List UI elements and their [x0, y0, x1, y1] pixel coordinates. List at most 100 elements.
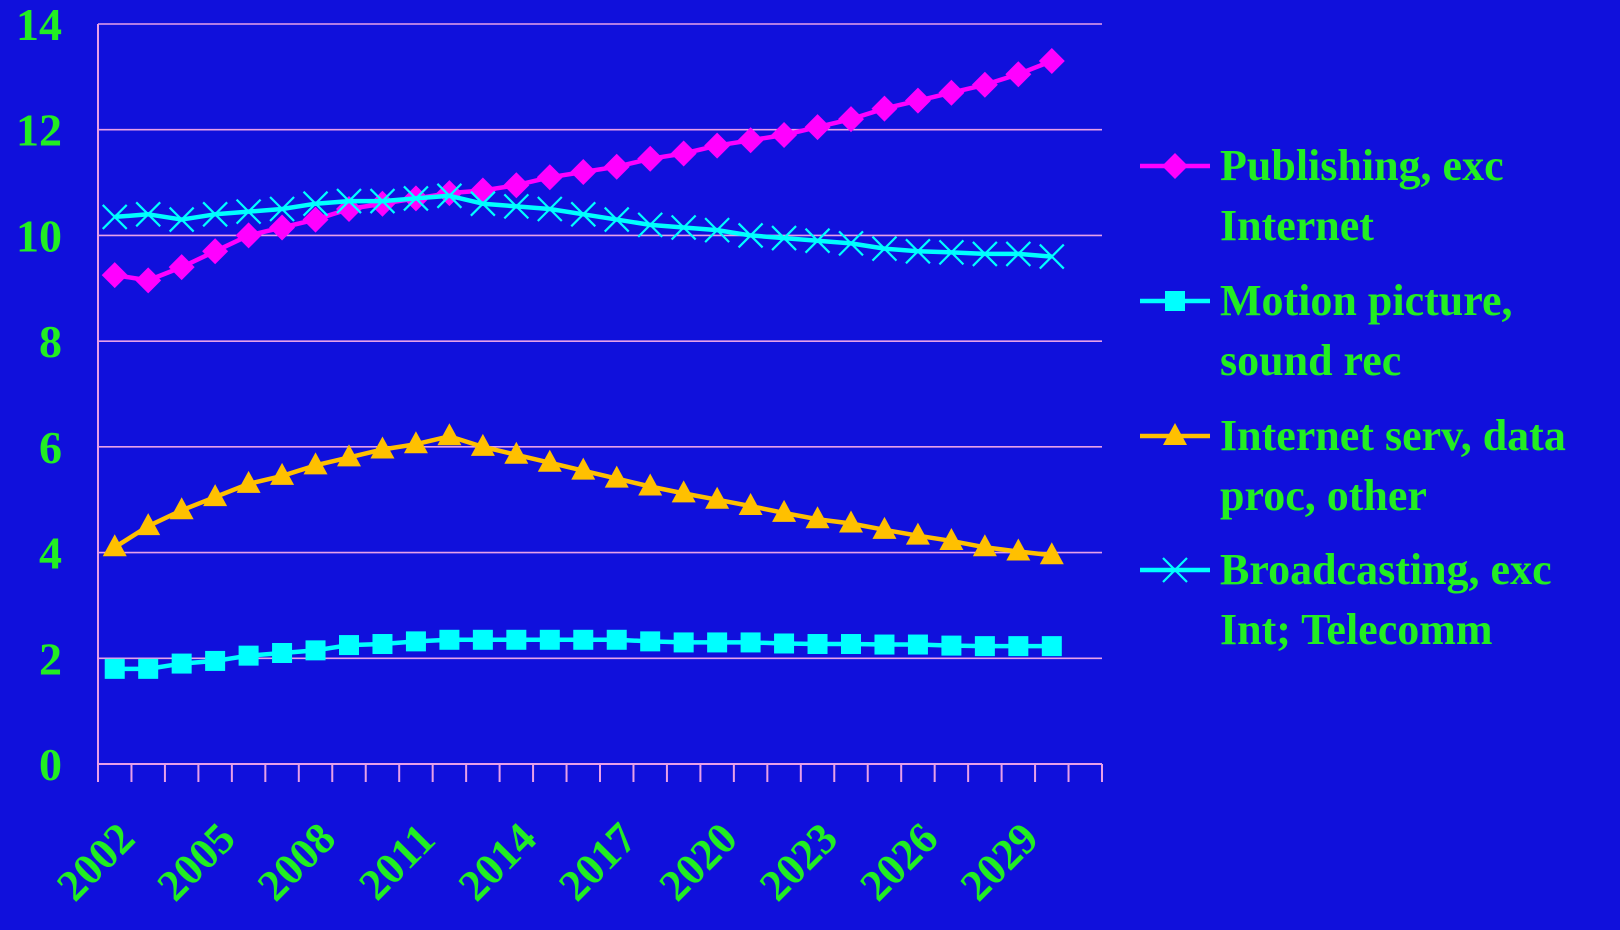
legend-item-1: Publishing, exc Internet: [1140, 141, 1504, 250]
data-point: [737, 127, 764, 154]
data-point: [905, 238, 931, 265]
data-point: [405, 631, 426, 652]
data-point: [839, 510, 863, 533]
x-tick-label: 2005: [148, 813, 245, 910]
data-point: [270, 462, 295, 485]
data-point: [871, 235, 898, 262]
data-point: [606, 629, 627, 650]
data-point: [370, 436, 395, 459]
data-point: [771, 225, 797, 251]
data-point: [205, 650, 226, 671]
data-point: [104, 658, 125, 679]
data-point: [604, 465, 629, 488]
data-point: [939, 527, 964, 550]
series-lines: [101, 48, 1065, 679]
data-point: [436, 180, 463, 207]
data-point: [202, 201, 228, 228]
data-point: [740, 632, 761, 653]
data-point: [472, 629, 493, 650]
data-point: [506, 629, 527, 650]
legend-swatch-marker: [1162, 557, 1188, 583]
data-point: [168, 206, 195, 233]
data-point: [503, 193, 530, 220]
data-point: [403, 185, 429, 212]
data-point: [539, 629, 560, 650]
data-point: [504, 441, 529, 464]
data-point: [169, 497, 194, 520]
y-tick-label: 0: [39, 739, 62, 790]
data-point: [838, 230, 864, 257]
data-point: [235, 222, 262, 249]
legend-item-2: Motion picture, sound rec: [1140, 276, 1513, 385]
x-tick-label: 2002: [47, 813, 144, 910]
y-tick-label: 2: [39, 633, 62, 684]
data-point: [771, 122, 798, 148]
data-point: [874, 634, 895, 655]
legend-label: proc, other: [1220, 471, 1427, 520]
data-point: [372, 634, 393, 655]
legend-label: Publishing, exc: [1220, 141, 1504, 190]
data-point: [269, 214, 296, 241]
data-point: [570, 201, 597, 228]
data-point: [673, 632, 694, 653]
data-point: [671, 480, 696, 503]
data-point: [136, 513, 161, 536]
data-point: [704, 217, 730, 243]
data-point: [336, 188, 362, 214]
data-point: [841, 634, 861, 655]
data-point: [974, 636, 995, 657]
x-tick-labels: 2002 2005 2008 2011 2014 2017 2020 2023 2026 2029: [47, 813, 1047, 910]
data-point: [972, 241, 998, 267]
data-point: [871, 95, 898, 122]
data-point: [573, 629, 594, 650]
legend-swatch-marker: [1163, 423, 1187, 445]
data-point: [503, 172, 530, 199]
data-point: [238, 645, 259, 666]
data-point: [637, 212, 663, 238]
legend: Publishing, exc Internet Motion picture, so…: [1140, 141, 1566, 654]
data-point: [805, 506, 830, 529]
data-point: [1041, 636, 1062, 657]
data-point: [437, 423, 462, 446]
data-point: [571, 457, 596, 480]
data-point: [704, 132, 731, 159]
data-point: [101, 262, 128, 289]
data-point: [537, 196, 563, 222]
data-point: [305, 640, 326, 661]
data-point: [171, 653, 192, 674]
data-point: [202, 238, 229, 265]
data-point: [138, 658, 159, 679]
data-point: [603, 206, 630, 233]
data-point: [339, 635, 359, 656]
series-markers-1: [101, 48, 1065, 294]
legend-label: Broadcasting, exc: [1220, 545, 1552, 594]
x-tick-label: 2011: [349, 814, 444, 909]
data-point: [302, 206, 329, 233]
data-point: [135, 267, 162, 294]
data-point: [570, 159, 597, 185]
data-point: [904, 87, 931, 114]
x-tick-label: 2026: [851, 813, 948, 910]
data-point: [707, 632, 728, 653]
legend-swatch-marker: [1162, 153, 1188, 179]
data-point: [1039, 243, 1065, 270]
data-point: [637, 145, 664, 172]
data-point: [303, 452, 328, 475]
data-point: [536, 164, 563, 191]
grid-lines: [98, 23, 1102, 660]
axes: [97, 24, 1103, 782]
data-point: [807, 634, 828, 655]
data-point: [772, 499, 797, 522]
y-tick-label: 14: [16, 0, 62, 50]
data-point: [905, 522, 930, 545]
data-point: [670, 214, 697, 241]
data-point: [737, 222, 764, 249]
data-point: [638, 473, 663, 496]
data-point: [269, 196, 295, 222]
data-point: [403, 431, 428, 454]
legend-label: Motion picture,: [1220, 276, 1513, 325]
y-tick-label: 8: [39, 316, 62, 367]
data-point: [1008, 636, 1029, 657]
data-point: [101, 204, 128, 230]
legend-label: Internet serv, data: [1220, 411, 1566, 460]
